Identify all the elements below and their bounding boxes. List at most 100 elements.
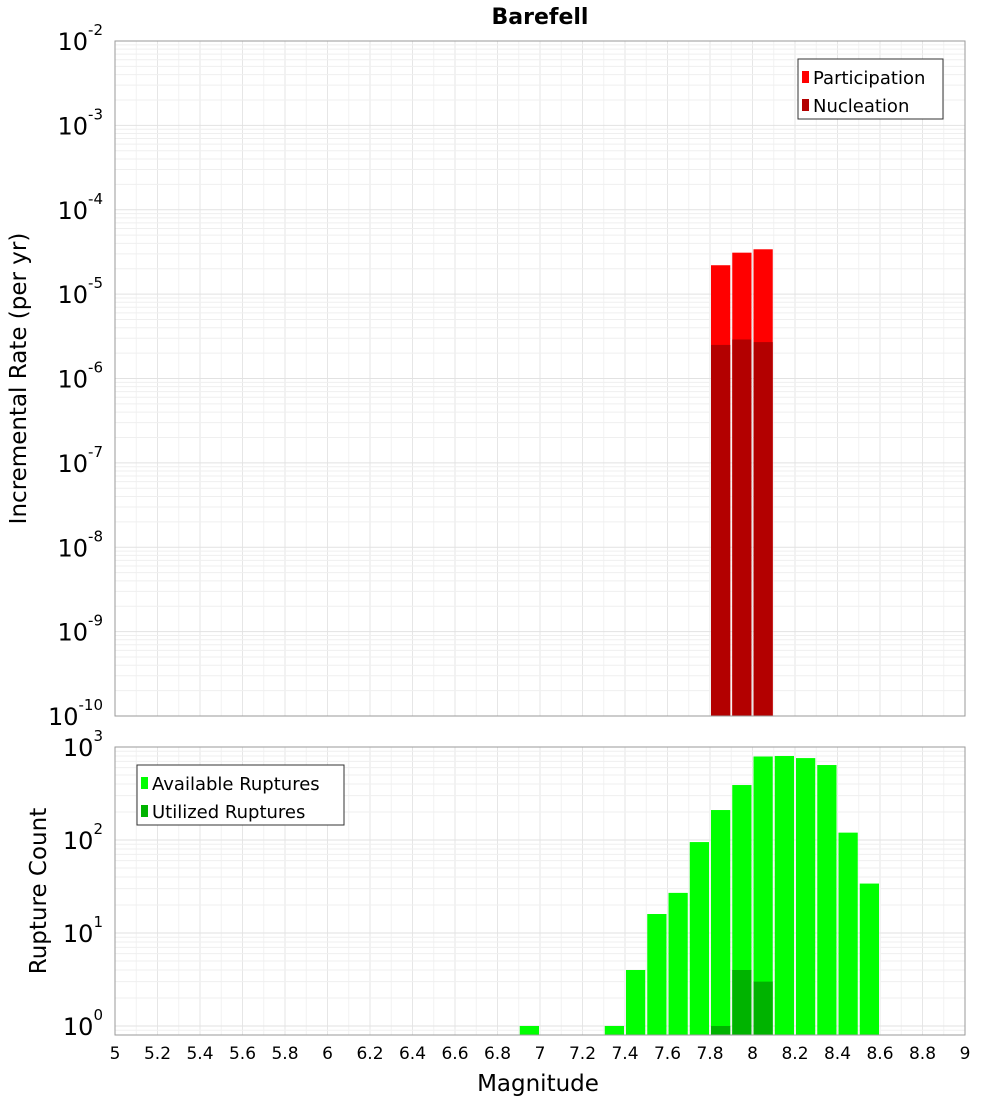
y-tick-label: 10-7 [57, 443, 103, 478]
y-tick-base: 10 [57, 28, 88, 56]
y-tick-label: 102 [63, 820, 103, 855]
x-tick-label: 5.8 [271, 1044, 298, 1064]
legend-label: Available Ruptures [152, 774, 320, 795]
y-tick-label: 10-8 [57, 527, 103, 562]
bar [817, 765, 837, 1035]
legend-box [797, 58, 944, 120]
bar [732, 969, 752, 1035]
y-tick-exponent: 0 [93, 1006, 103, 1024]
x-axis-label: Magnitude [477, 1071, 599, 1097]
x-tick-label: 8.2 [781, 1044, 808, 1064]
y-axis-label: Rupture Count [26, 808, 52, 974]
y-tick-label: 10-10 [48, 696, 103, 731]
y-tick-exponent: -7 [88, 443, 103, 461]
y-tick-base: 10 [57, 619, 88, 647]
x-tick-label: 8.6 [866, 1044, 893, 1064]
y-tick-exponent: -10 [79, 696, 104, 714]
legend-label: Participation [813, 68, 925, 89]
legend-label: Nucleation [813, 96, 909, 117]
bar [604, 1025, 624, 1035]
x-tick-label: 6.8 [484, 1044, 511, 1064]
y-tick-base: 10 [48, 703, 79, 731]
x-tick-label: 7.6 [654, 1044, 681, 1064]
x-tick-label: 6.2 [356, 1044, 383, 1064]
bar [732, 339, 752, 716]
x-tick-labels: 5 5.2 5.4 5.6 5.8 6 6.2 6.4 6.6 6.8 7 7.2 7.4 7.6 7.8 8… [110, 1044, 971, 1064]
legend-swatch [141, 805, 148, 817]
x-tick-label: 7.4 [611, 1044, 638, 1064]
y-tick-exponent: -3 [88, 105, 103, 123]
x-tick-label: 7.2 [569, 1044, 596, 1064]
bar [711, 810, 731, 1035]
gridlines [114, 40, 966, 717]
legend-swatch [141, 777, 148, 789]
plot-frame [114, 746, 966, 1036]
x-tick-label: 8 [747, 1044, 758, 1064]
bar [711, 344, 731, 716]
y-tick-exponent: -6 [88, 359, 103, 377]
y-tick-exponent: -5 [88, 274, 103, 292]
y-tick-exponent: -4 [88, 190, 103, 208]
x-tick-label: 9 [960, 1044, 971, 1064]
x-tick-label: 7.8 [696, 1044, 723, 1064]
bar [689, 842, 709, 1035]
y-tick-label: 10-2 [57, 21, 103, 56]
y-tick-base: 10 [63, 920, 94, 948]
y-tick-label: 101 [63, 913, 103, 948]
bar [753, 756, 773, 1035]
y-tick-label: 100 [63, 1006, 103, 1041]
y-tick-label: 10-3 [57, 105, 103, 140]
chart-title: Barefell [492, 5, 589, 30]
bar [796, 758, 816, 1035]
x-tick-label: 5.2 [144, 1044, 171, 1064]
x-tick-label: 6.6 [441, 1044, 468, 1064]
x-tick-label: 7 [535, 1044, 546, 1064]
x-tick-label: 8.4 [824, 1044, 851, 1064]
legend: Available Ruptures Utilized Ruptures [136, 764, 345, 826]
y-tick-exponent: 1 [93, 913, 103, 931]
y-tick-base: 10 [57, 112, 88, 140]
bar [859, 883, 879, 1035]
legend-swatch [802, 71, 809, 83]
series-nucleation [711, 339, 773, 716]
y-axis-label: Incremental Rate (per yr) [6, 233, 32, 525]
y-tick-base: 10 [57, 450, 88, 478]
y-tick-exponent: 2 [93, 820, 103, 838]
legend: Participation Nucleation [797, 58, 944, 120]
rate-panel: 10-1010-910-810-710-610-510-410-310-2Inc… [6, 5, 966, 731]
plot-frame [114, 40, 966, 717]
bar [838, 832, 858, 1035]
y-tick-base: 10 [63, 734, 94, 762]
x-tick-label: 6.4 [399, 1044, 426, 1064]
legend-swatch [802, 99, 809, 111]
y-tick-label: 10-6 [57, 359, 103, 394]
bar [626, 969, 646, 1035]
x-tick-label: 5 [110, 1044, 121, 1064]
x-tick-label: 6 [322, 1044, 333, 1064]
bar [711, 1025, 731, 1035]
y-tick-base: 10 [57, 281, 88, 309]
bar [647, 914, 667, 1035]
legend-box [136, 764, 345, 826]
bar [519, 1025, 539, 1035]
y-tick-base: 10 [63, 1013, 94, 1041]
bar [753, 342, 773, 716]
bar [774, 756, 794, 1035]
y-tick-base: 10 [63, 827, 94, 855]
series-utilized-ruptures [711, 969, 773, 1035]
x-tick-label: 5.6 [229, 1044, 256, 1064]
x-tick-label: 8.8 [909, 1044, 936, 1064]
y-tick-base: 10 [57, 534, 88, 562]
y-tick-label: 10-9 [57, 612, 103, 647]
y-tick-base: 10 [57, 366, 88, 394]
y-tick-exponent: -2 [88, 21, 103, 39]
bar [753, 981, 773, 1035]
y-tick-exponent: 3 [93, 727, 103, 745]
y-tick-exponent: -8 [88, 527, 103, 545]
y-tick-base: 10 [57, 197, 88, 225]
